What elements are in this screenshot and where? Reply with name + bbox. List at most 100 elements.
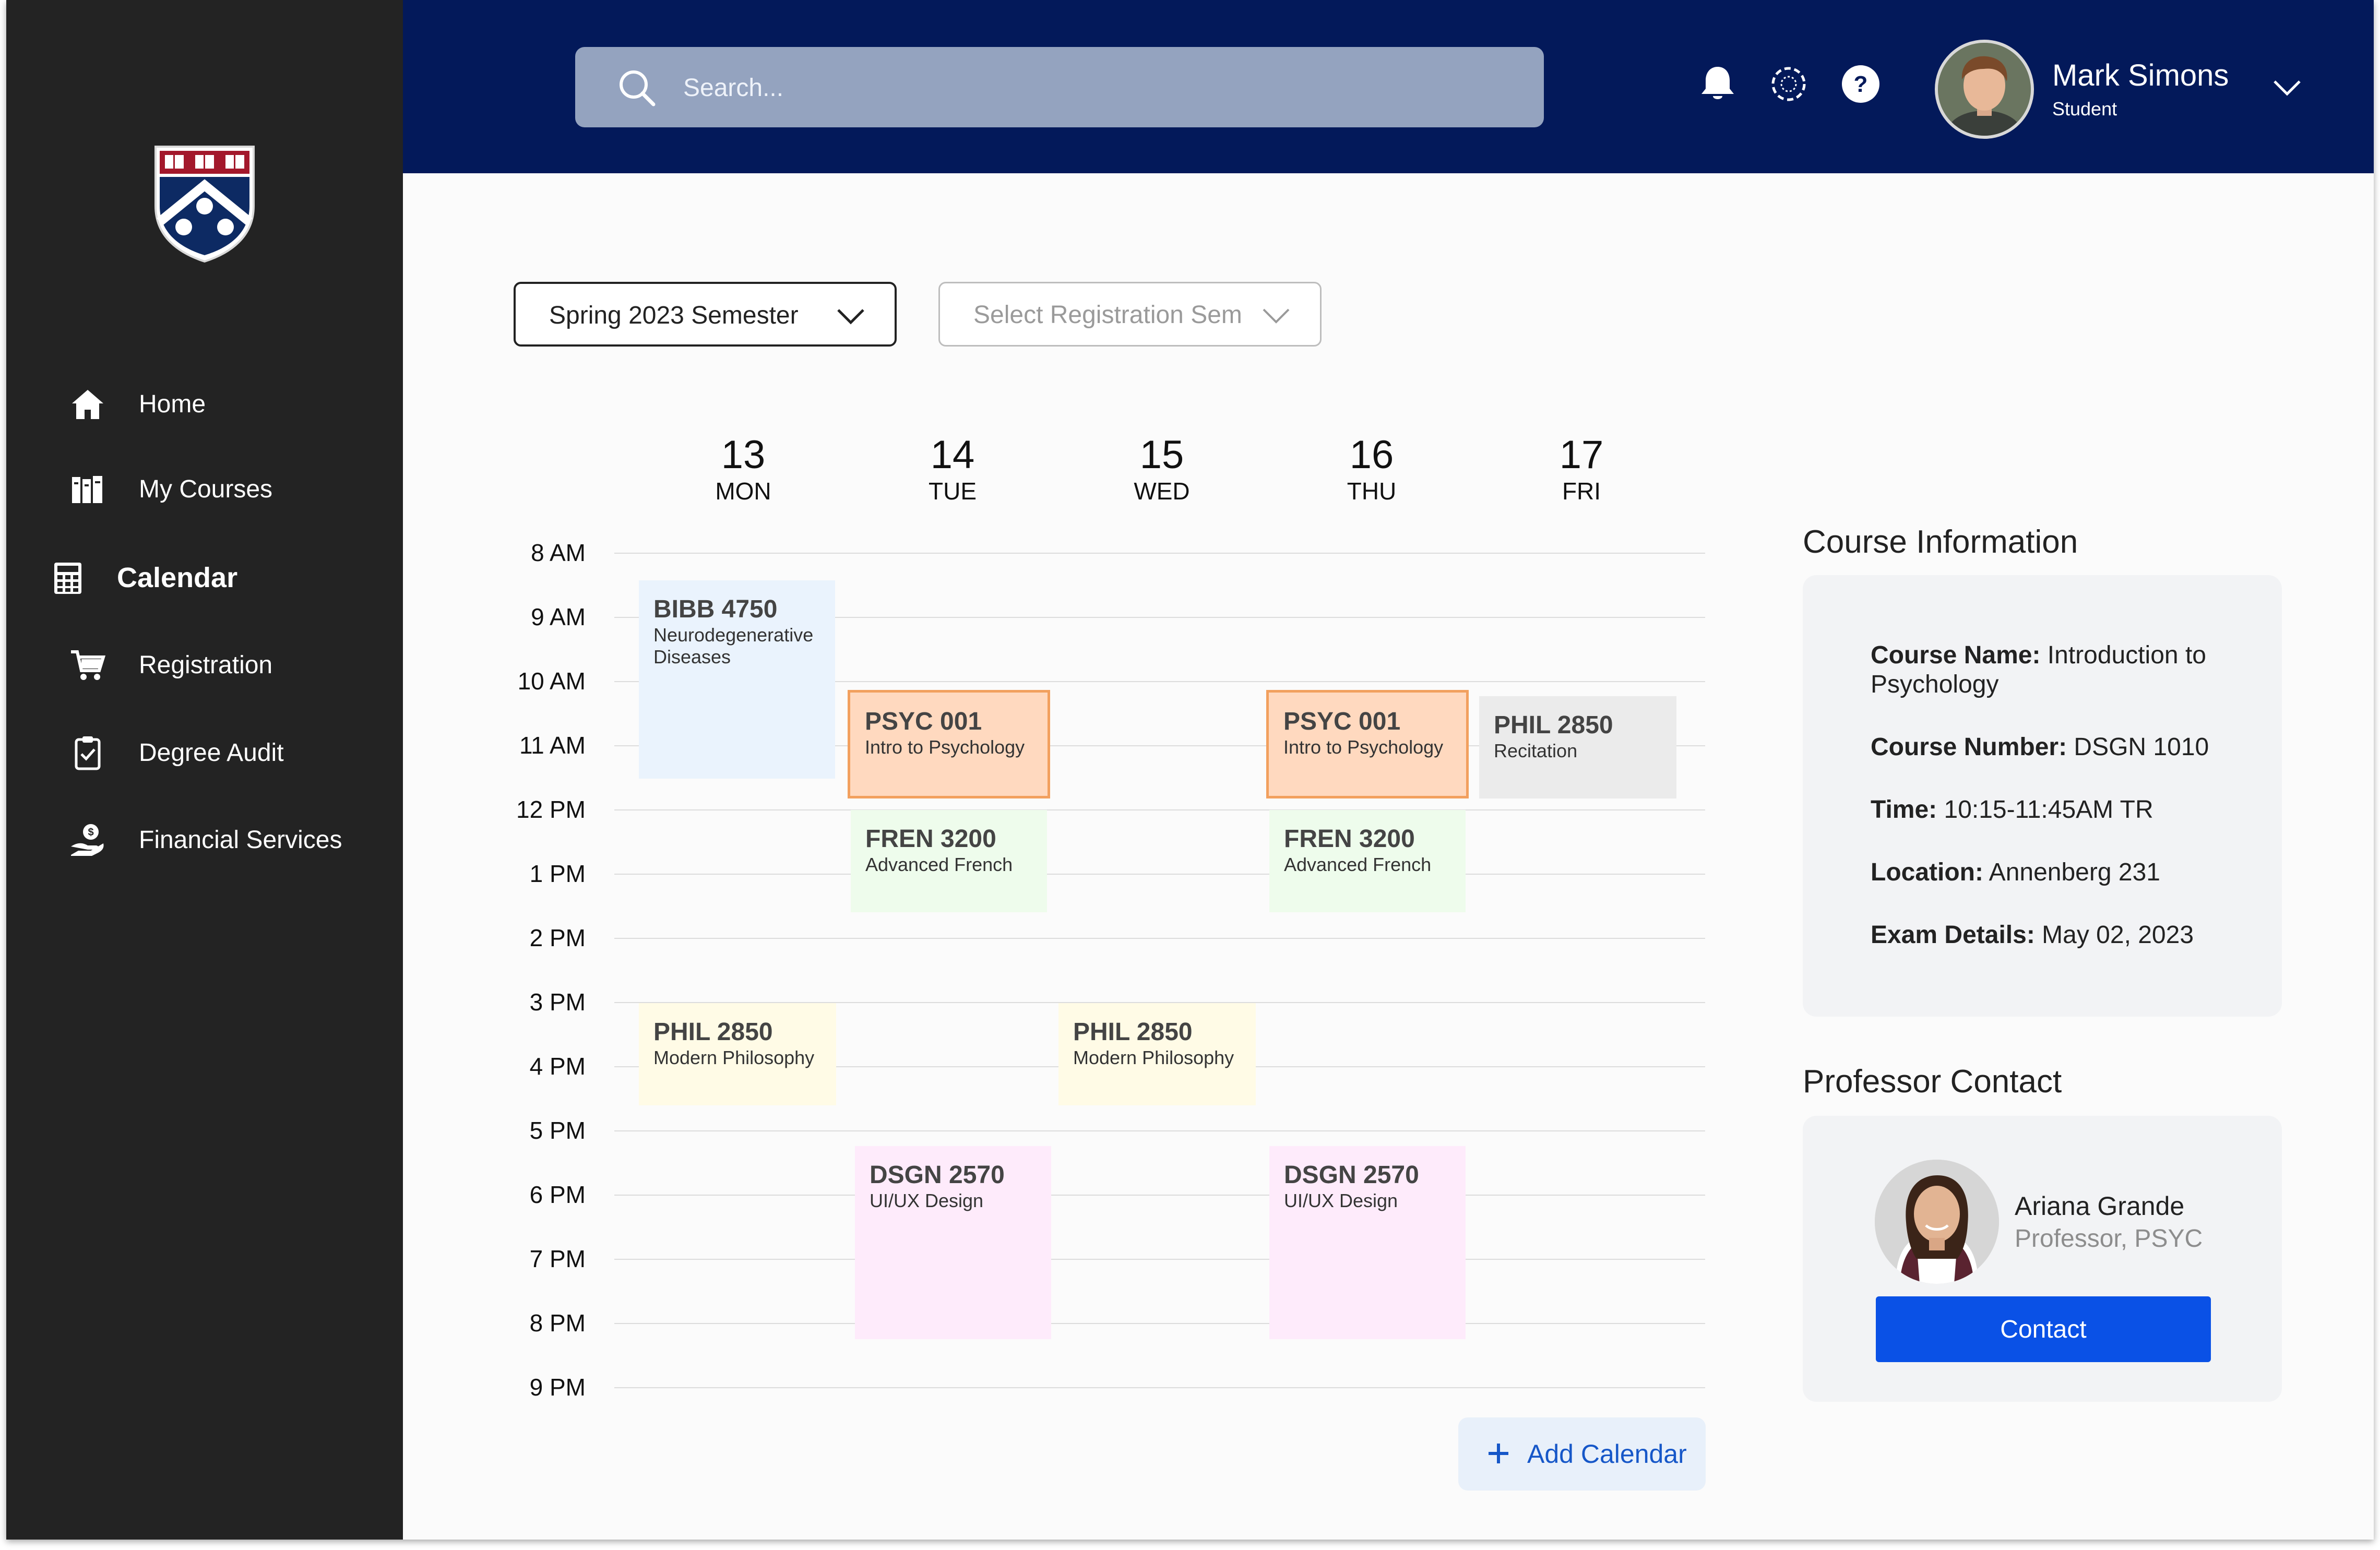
hour-label: 11 AM bbox=[519, 732, 586, 759]
hour-label: 7 PM bbox=[529, 1245, 586, 1272]
sidebar-item-label: My Courses bbox=[139, 475, 273, 503]
event-title: Neurodegenerative Diseases bbox=[653, 624, 814, 667]
search-input[interactable] bbox=[682, 69, 1493, 106]
calendar-event-dsgn-2570-thu[interactable]: DSGN 2570 UI/UX Design bbox=[1269, 1146, 1466, 1339]
course-name-row: Course Name: Introduction to Psychology bbox=[1871, 641, 2236, 699]
university-shield-logo bbox=[154, 146, 255, 263]
sidebar-item-my-courses[interactable]: My Courses bbox=[6, 458, 403, 521]
event-code: PHIL 2850 bbox=[1073, 1018, 1193, 1046]
course-name-label: Course Name: bbox=[1871, 641, 2041, 669]
user-name: Mark Simons bbox=[2052, 58, 2229, 92]
event-code: BIBB 4750 bbox=[653, 595, 778, 623]
hour-gridline bbox=[614, 617, 1705, 618]
search-bar[interactable] bbox=[575, 47, 1544, 127]
course-exam-label: Exam Details: bbox=[1871, 921, 2035, 949]
event-title: Modern Philosophy bbox=[653, 1047, 815, 1068]
user-avatar-photo bbox=[1938, 43, 2031, 136]
calculator-icon bbox=[54, 563, 81, 594]
day-number: 17 bbox=[1559, 433, 1604, 477]
day-number: 14 bbox=[930, 433, 975, 477]
semester-select[interactable]: Spring 2023 Semester bbox=[514, 282, 897, 347]
home-icon bbox=[72, 390, 103, 419]
calendar-event-dsgn-2570-tue[interactable]: DSGN 2570 UI/UX Design bbox=[855, 1146, 1051, 1339]
sidebar-item-home[interactable]: Home bbox=[6, 373, 403, 436]
plus-icon bbox=[1489, 1444, 1508, 1463]
hour-label: 10 AM bbox=[517, 667, 586, 695]
day-name: MON bbox=[715, 478, 771, 505]
professor-contact-card: Ariana Grande Professor, PSYC Contact bbox=[1803, 1116, 2282, 1402]
add-calendar-label: Add Calendar bbox=[1527, 1439, 1687, 1469]
svg-text:?: ? bbox=[1854, 71, 1868, 97]
hour-gridline bbox=[614, 553, 1705, 554]
hour-gridline bbox=[614, 1387, 1705, 1388]
day-number: 16 bbox=[1349, 433, 1394, 477]
registration-semester-select[interactable]: Select Registration Sem bbox=[938, 282, 1322, 347]
day-header-mon: 13 MON bbox=[665, 433, 822, 505]
hour-label: 9 AM bbox=[531, 603, 586, 630]
sidebar-item-calendar[interactable]: Calendar bbox=[6, 547, 403, 610]
sidebar-item-financial-services[interactable]: $ Financial Services bbox=[6, 809, 403, 872]
event-code: PHIL 2850 bbox=[1494, 711, 1613, 739]
hour-gridline bbox=[614, 1195, 1705, 1196]
hour-label: 9 PM bbox=[529, 1374, 586, 1401]
search-icon bbox=[620, 70, 656, 106]
sidebar-item-degree-audit[interactable]: Degree Audit bbox=[6, 722, 403, 784]
contact-button[interactable]: Contact bbox=[1876, 1296, 2211, 1362]
hour-label: 4 PM bbox=[529, 1053, 586, 1080]
event-title: UI/UX Design bbox=[1284, 1190, 1398, 1211]
add-calendar-button[interactable]: Add Calendar bbox=[1458, 1417, 1706, 1491]
event-code: FREN 3200 bbox=[1284, 825, 1415, 853]
chevron-down-icon bbox=[1263, 308, 1290, 324]
professor-contact-heading: Professor Contact bbox=[1803, 1064, 2062, 1100]
hour-label: 12 PM bbox=[516, 796, 586, 823]
settings-icon[interactable] bbox=[1768, 64, 1809, 104]
user-role: Student bbox=[2052, 98, 2117, 120]
hour-label: 1 PM bbox=[529, 860, 586, 887]
sidebar-item-registration[interactable]: Registration bbox=[6, 634, 403, 697]
calendar-event-bibb-4750[interactable]: BIBB 4750 Neurodegenerative Diseases bbox=[639, 580, 835, 779]
hour-gridline bbox=[614, 745, 1705, 746]
calendar-event-phil-2850-recitation[interactable]: PHIL 2850 Recitation bbox=[1479, 696, 1676, 798]
day-header-tue: 14 TUE bbox=[874, 433, 1031, 505]
calendar-event-psyc-001-tue[interactable]: PSYC 001 Intro to Psychology bbox=[848, 690, 1050, 798]
help-icon[interactable]: ? bbox=[1840, 64, 1881, 104]
hour-label: 3 PM bbox=[529, 988, 586, 1016]
top-header: ? Mark Simons Student bbox=[403, 0, 2374, 173]
day-name: THU bbox=[1347, 478, 1397, 505]
course-info-heading: Course Information bbox=[1803, 524, 2078, 560]
hour-gridline bbox=[614, 681, 1705, 682]
hour-gridline bbox=[614, 874, 1705, 875]
course-number-row: Course Number: DSGN 1010 bbox=[1871, 733, 2236, 762]
calendar-event-phil-2850-mon[interactable]: PHIL 2850 Modern Philosophy bbox=[639, 1003, 836, 1105]
hour-gridline bbox=[614, 1002, 1705, 1003]
event-title: Advanced French bbox=[1284, 854, 1432, 875]
course-name-value: Introduction to Psychology bbox=[1871, 641, 2206, 698]
event-code: PSYC 001 bbox=[865, 708, 982, 735]
hour-label: 5 PM bbox=[529, 1117, 586, 1144]
sidebar-item-label: Degree Audit bbox=[139, 739, 284, 767]
books-icon bbox=[72, 476, 102, 503]
sidebar-item-label: Registration bbox=[139, 651, 273, 679]
event-code: FREN 3200 bbox=[865, 825, 996, 853]
calendar-event-psyc-001-thu[interactable]: PSYC 001 Intro to Psychology bbox=[1266, 690, 1469, 798]
course-time-value: 10:15-11:45AM TR bbox=[1944, 796, 2153, 824]
course-exam-value: May 02, 2023 bbox=[2042, 921, 2194, 949]
sidebar-item-label: Calendar bbox=[117, 562, 238, 593]
day-header-thu: 16 THU bbox=[1293, 433, 1450, 505]
calendar-event-fren-3200-thu[interactable]: FREN 3200 Advanced French bbox=[1269, 810, 1466, 912]
course-location-row: Location: Annenberg 231 bbox=[1871, 858, 2236, 887]
bell-icon[interactable] bbox=[1697, 64, 1738, 104]
course-location-label: Location: bbox=[1871, 859, 1983, 886]
hour-gridline bbox=[614, 809, 1705, 810]
chevron-down-icon[interactable] bbox=[2271, 77, 2303, 98]
hour-gridline bbox=[614, 1130, 1705, 1131]
hour-label: 6 PM bbox=[529, 1181, 586, 1208]
day-number: 15 bbox=[1139, 433, 1184, 477]
svg-text:$: $ bbox=[88, 827, 93, 838]
sidebar: Home My Courses Calendar bbox=[6, 0, 403, 1540]
course-time-label: Time: bbox=[1871, 796, 1937, 824]
calendar-event-fren-3200-tue[interactable]: FREN 3200 Advanced French bbox=[851, 810, 1047, 912]
event-title: Recitation bbox=[1494, 740, 1578, 761]
user-avatar[interactable] bbox=[1935, 40, 2034, 139]
calendar-event-phil-2850-wed[interactable]: PHIL 2850 Modern Philosophy bbox=[1058, 1003, 1256, 1105]
